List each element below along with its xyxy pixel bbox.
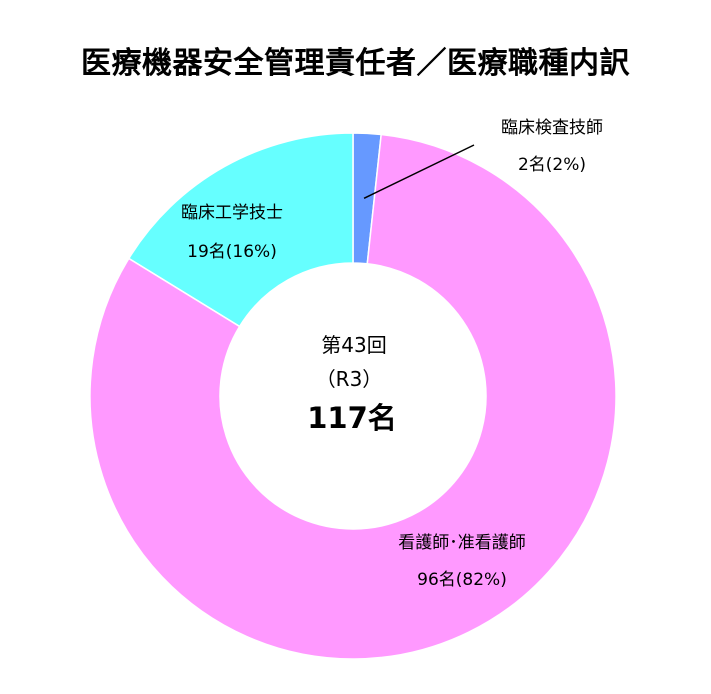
donut-slice-看護師･准看護師 xyxy=(89,133,617,660)
chart-title: 医療機器安全管理責任者／医療職種内訳 xyxy=(81,46,630,81)
slice-label-value-1: 96名(82%) xyxy=(417,570,507,590)
slice-label-name-1: 看護師･准看護師 xyxy=(398,533,526,553)
slice-label-name-2: 臨床工学技士 xyxy=(181,203,283,223)
donut-slice-臨床工学技士 xyxy=(127,132,354,328)
center-year: （R3） xyxy=(316,367,383,391)
donut-slices xyxy=(89,132,617,660)
slice-label-value-2: 19名(16%) xyxy=(187,242,277,262)
center-total: 117名 xyxy=(307,401,397,435)
slice-label-name-0: 臨床検査技師 xyxy=(501,118,603,138)
slice-label-value-0: 2名(2%) xyxy=(518,155,586,175)
leader-line-臨床検査技師 xyxy=(363,144,475,199)
center-edition: 第43回 xyxy=(321,333,386,357)
